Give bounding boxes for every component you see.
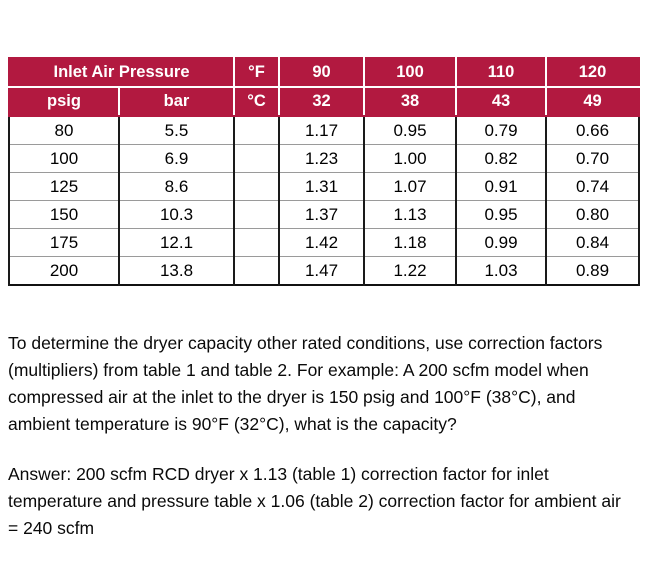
bar-value: 10.3 — [118, 200, 235, 229]
factor-value: 1.23 — [278, 144, 365, 173]
header-temp-f-110: 110 — [455, 57, 547, 88]
table-row: 150 10.3 1.37 1.13 0.95 0.80 — [8, 200, 640, 229]
inlet-air-pressure-correction-table: Inlet Air Pressure °F 90 100 110 120 psi… — [8, 57, 640, 286]
empty-unit-cell — [233, 144, 280, 173]
header-temp-c-49: 49 — [545, 86, 640, 117]
factor-value: 0.82 — [455, 144, 547, 173]
bar-value: 6.9 — [118, 144, 235, 173]
factor-value: 1.22 — [363, 256, 457, 286]
table-row: 100 6.9 1.23 1.00 0.82 0.70 — [8, 144, 640, 173]
factor-value: 0.95 — [363, 115, 457, 145]
example-paragraph: To determine the dryer capacity other ra… — [8, 333, 603, 434]
header-row-celsius: psig bar °C 32 38 43 49 — [8, 86, 640, 117]
factor-value: 1.18 — [363, 228, 457, 257]
answer-paragraph: Answer: 200 scfm RCD dryer x 1.13 (table… — [8, 464, 621, 538]
bar-value: 12.1 — [118, 228, 235, 257]
explanatory-text: To determine the dryer capacity other ra… — [8, 330, 642, 542]
header-psig: psig — [8, 86, 120, 117]
table-header: Inlet Air Pressure °F 90 100 110 120 psi… — [8, 57, 640, 117]
factor-value: 0.91 — [455, 172, 547, 201]
factor-value: 1.17 — [278, 115, 365, 145]
header-row-fahrenheit: Inlet Air Pressure °F 90 100 110 120 — [8, 57, 640, 88]
factor-value: 0.89 — [545, 256, 640, 286]
factor-value: 1.31 — [278, 172, 365, 201]
header-temp-c-32: 32 — [278, 86, 365, 117]
factor-value: 0.99 — [455, 228, 547, 257]
header-unit-celsius: °C — [233, 86, 280, 117]
psig-value: 150 — [8, 200, 120, 229]
header-unit-fahrenheit: °F — [233, 57, 280, 88]
header-temp-f-90: 90 — [278, 57, 365, 88]
psig-value: 100 — [8, 144, 120, 173]
empty-unit-cell — [233, 228, 280, 257]
document-page: Inlet Air Pressure °F 90 100 110 120 psi… — [0, 57, 650, 583]
table-row: 175 12.1 1.42 1.18 0.99 0.84 — [8, 228, 640, 257]
header-bar: bar — [118, 86, 235, 117]
empty-unit-cell — [233, 200, 280, 229]
bar-value: 8.6 — [118, 172, 235, 201]
psig-value: 80 — [8, 115, 120, 145]
factor-value: 0.95 — [455, 200, 547, 229]
psig-value: 175 — [8, 228, 120, 257]
empty-unit-cell — [233, 256, 280, 286]
header-inlet-air-pressure: Inlet Air Pressure — [8, 57, 235, 88]
factor-value: 1.42 — [278, 228, 365, 257]
factor-value: 0.79 — [455, 115, 547, 145]
empty-unit-cell — [233, 172, 280, 201]
factor-value: 0.80 — [545, 200, 640, 229]
bar-value: 5.5 — [118, 115, 235, 145]
psig-value: 200 — [8, 256, 120, 286]
factor-value: 1.03 — [455, 256, 547, 286]
factor-value: 0.66 — [545, 115, 640, 145]
factor-value: 0.84 — [545, 228, 640, 257]
factor-value: 1.47 — [278, 256, 365, 286]
table-body: 80 5.5 1.17 0.95 0.79 0.66 100 6.9 1.23 … — [8, 115, 640, 286]
factor-value: 1.13 — [363, 200, 457, 229]
factor-value: 1.37 — [278, 200, 365, 229]
factor-value: 0.74 — [545, 172, 640, 201]
table-row: 200 13.8 1.47 1.22 1.03 0.89 — [8, 256, 640, 286]
factor-value: 1.07 — [363, 172, 457, 201]
psig-value: 125 — [8, 172, 120, 201]
header-temp-c-43: 43 — [455, 86, 547, 117]
table-row: 80 5.5 1.17 0.95 0.79 0.66 — [8, 115, 640, 145]
bar-value: 13.8 — [118, 256, 235, 286]
header-temp-f-120: 120 — [545, 57, 640, 88]
header-temp-f-100: 100 — [363, 57, 457, 88]
header-temp-c-38: 38 — [363, 86, 457, 117]
table-row: 125 8.6 1.31 1.07 0.91 0.74 — [8, 172, 640, 201]
empty-unit-cell — [233, 115, 280, 145]
factor-value: 1.00 — [363, 144, 457, 173]
factor-value: 0.70 — [545, 144, 640, 173]
